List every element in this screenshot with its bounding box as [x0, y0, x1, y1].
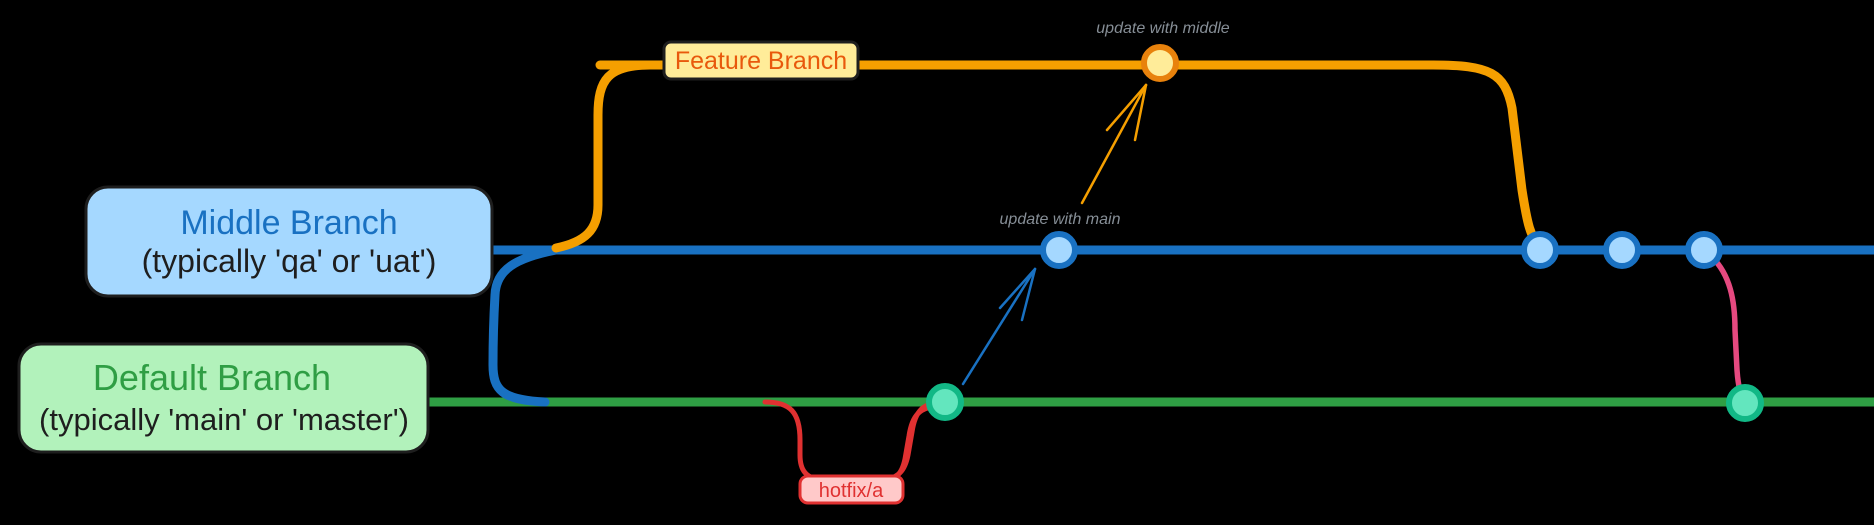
svg-text:hotfix/a: hotfix/a [819, 480, 884, 502]
svg-text:(typically 'qa' or 'uat'): (typically 'qa' or 'uat') [142, 243, 437, 279]
svg-text:Feature Branch: Feature Branch [675, 47, 847, 75]
svg-text:update with middle: update with middle [1096, 20, 1230, 37]
svg-text:Default Branch: Default Branch [93, 357, 331, 398]
svg-text:Middle Branch: Middle Branch [180, 204, 397, 242]
svg-text:(typically 'main' or 'master'): (typically 'main' or 'master') [39, 402, 409, 437]
svg-text:update with main: update with main [1000, 211, 1121, 228]
